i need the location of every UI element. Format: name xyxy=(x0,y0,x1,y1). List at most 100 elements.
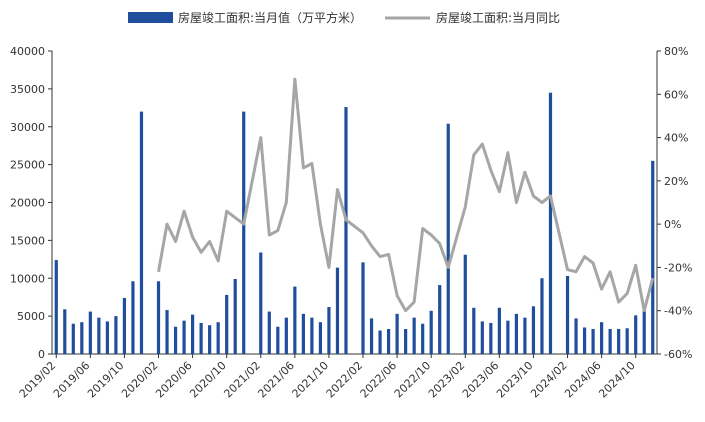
bar xyxy=(378,330,382,354)
bar xyxy=(225,294,229,354)
x-tick-label: 2023/02 xyxy=(426,359,468,401)
bar xyxy=(259,252,263,354)
y-left-tick-label: 30000 xyxy=(10,121,45,134)
bar xyxy=(216,322,220,354)
bar xyxy=(625,328,629,354)
bar xyxy=(63,309,67,354)
x-tick-label: 2021/10 xyxy=(290,359,332,401)
x-tick-label: 2023/06 xyxy=(460,359,502,401)
bar xyxy=(122,297,127,354)
bar xyxy=(97,317,101,354)
bar xyxy=(514,313,519,354)
bar xyxy=(463,254,467,354)
bar xyxy=(412,317,416,354)
bar xyxy=(156,281,161,354)
legend-label-bar: 房屋竣工面积:当月值（万平方米） xyxy=(178,10,362,25)
bar xyxy=(608,329,612,354)
bar xyxy=(310,317,314,354)
bar xyxy=(199,322,203,354)
y-right-tick-label: 80% xyxy=(664,45,688,58)
bar xyxy=(446,123,450,354)
bar xyxy=(429,310,433,354)
legend: 房屋竣工面积:当月值（万平方米） 房屋竣工面积:当月同比 xyxy=(128,10,560,25)
y-right-tick-label: 60% xyxy=(664,88,688,101)
bar xyxy=(421,323,425,354)
y-right-tick-label: -60% xyxy=(664,348,692,361)
x-tick-label: 2021/06 xyxy=(255,359,297,401)
bar xyxy=(344,107,348,355)
bar xyxy=(335,267,340,354)
bar xyxy=(574,318,578,354)
bar xyxy=(438,285,442,354)
bar xyxy=(531,306,536,354)
bar xyxy=(591,329,595,354)
x-tick-label: 2024/10 xyxy=(596,359,638,401)
y-left-tick-label: 10000 xyxy=(10,272,45,285)
bar xyxy=(54,260,58,354)
bar xyxy=(497,307,501,354)
bar xyxy=(642,307,646,354)
y-left-tick-label: 20000 xyxy=(10,197,45,210)
bar-series xyxy=(54,92,655,355)
bar xyxy=(548,92,553,354)
bar xyxy=(190,314,195,354)
bar xyxy=(361,262,365,354)
bar xyxy=(267,311,271,354)
x-tick-label: 2024/06 xyxy=(562,359,604,401)
legend-swatch-bar xyxy=(128,12,173,23)
legend-label-line: 房屋竣工面积:当月同比 xyxy=(436,10,560,25)
bar xyxy=(182,320,186,354)
bar xyxy=(489,322,493,354)
bar xyxy=(80,322,84,354)
bar xyxy=(540,278,544,354)
x-tick-label: 2020/10 xyxy=(187,359,229,401)
x-tick-label: 2022/10 xyxy=(392,359,434,401)
bar xyxy=(600,322,604,354)
bar xyxy=(233,279,237,354)
bar xyxy=(165,310,169,354)
bar xyxy=(173,326,178,354)
x-tick-label: 2019/02 xyxy=(17,359,59,401)
x-tick-label: 2024/02 xyxy=(528,359,570,401)
bar xyxy=(71,323,75,354)
line-series xyxy=(157,77,655,313)
bar xyxy=(404,329,408,354)
bar xyxy=(293,286,297,354)
bar xyxy=(634,315,638,354)
bar xyxy=(242,111,246,354)
x-tick-label: 2021/02 xyxy=(221,359,263,401)
bar xyxy=(301,313,305,354)
bar xyxy=(565,275,570,354)
bar xyxy=(139,111,144,354)
bar xyxy=(284,317,288,354)
bar xyxy=(208,325,212,354)
bar xyxy=(276,326,280,354)
x-tick-label: 2019/10 xyxy=(85,359,127,401)
bar xyxy=(472,307,476,354)
bar xyxy=(131,281,135,354)
x-tick-label: 2022/02 xyxy=(324,359,366,401)
x-tick-label: 2022/06 xyxy=(358,359,400,401)
y-right-tick-label: 40% xyxy=(664,132,688,145)
bar xyxy=(506,320,510,354)
bar xyxy=(369,318,374,354)
bar xyxy=(88,311,92,354)
bar xyxy=(105,321,109,354)
line-series-path xyxy=(157,77,655,313)
y-left-tick-label: 25000 xyxy=(10,159,45,172)
y-left-tick-label: 5000 xyxy=(17,310,45,323)
x-tick-label: 2019/06 xyxy=(51,359,93,401)
x-tick-label: 2023/10 xyxy=(494,359,536,401)
y-right-tick-label: 20% xyxy=(664,175,688,188)
y-left-tick-label: 40000 xyxy=(10,45,45,58)
y-right-tick-label: -20% xyxy=(664,261,692,274)
x-tick-label: 2020/02 xyxy=(119,359,161,401)
bar xyxy=(114,316,118,354)
bar xyxy=(582,327,587,354)
y-left-tick-label: 35000 xyxy=(10,83,45,96)
bar xyxy=(386,329,391,354)
y-left-tick-label: 15000 xyxy=(10,234,45,247)
bar xyxy=(523,317,527,354)
